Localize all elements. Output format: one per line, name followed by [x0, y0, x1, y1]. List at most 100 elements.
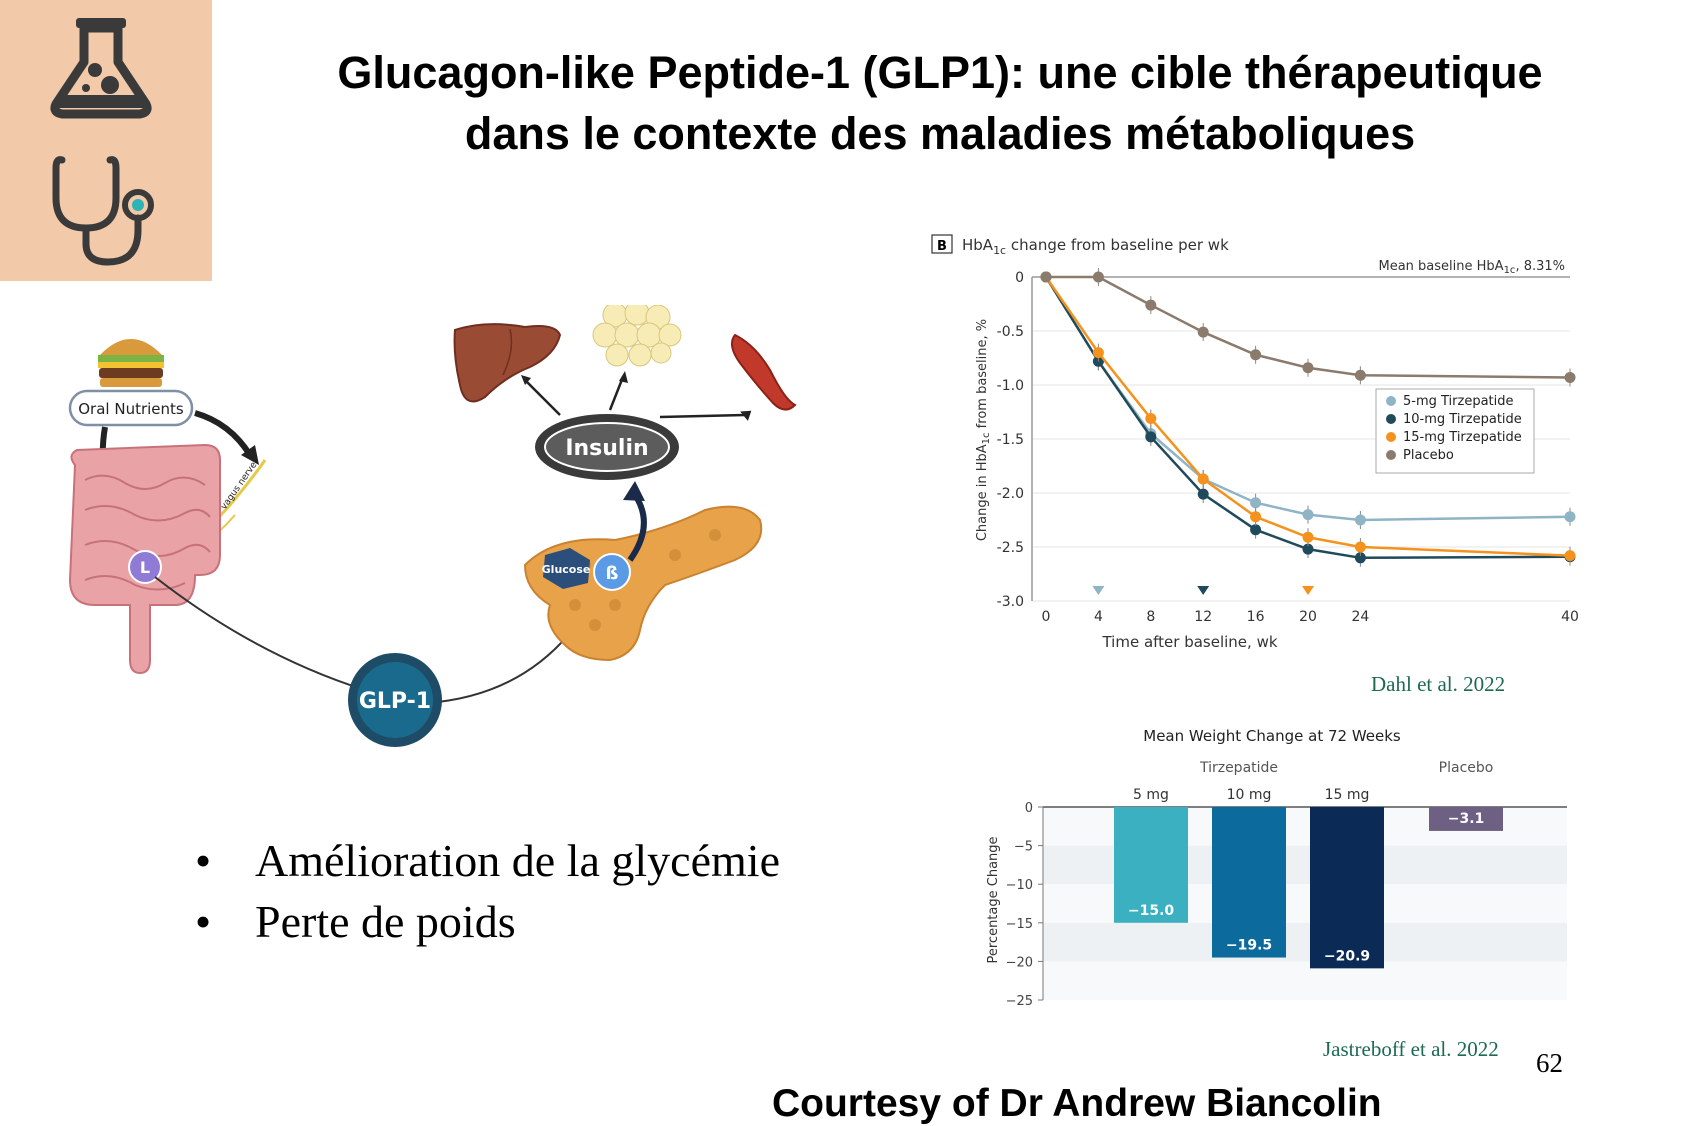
data-point — [1354, 541, 1366, 553]
y-tick-label: -2.0 — [997, 486, 1024, 502]
bar — [1429, 807, 1503, 831]
citation-dahl: Dahl et al. 2022 — [1371, 672, 1506, 696]
x-tick-label: 40 — [1561, 609, 1579, 625]
svg-text:Insulin: Insulin — [565, 436, 648, 461]
series-line — [1044, 276, 1571, 560]
data-point — [1040, 271, 1052, 283]
hba1c-line-chart: B HbA1c change from baseline per wk Mean… — [930, 225, 1580, 660]
y-tick-label: -3.0 — [997, 594, 1024, 610]
data-point — [1354, 552, 1366, 564]
glucose-molecule: Glucose — [542, 548, 591, 589]
svg-text:vagus nerve: vagus nerve — [219, 460, 259, 512]
data-point — [1354, 514, 1366, 526]
group-label-placebo: Placebo — [1439, 760, 1494, 776]
stethoscope-icon — [52, 156, 154, 266]
data-point — [1092, 271, 1104, 283]
data-point — [1564, 550, 1576, 562]
series-line — [1046, 275, 1571, 379]
burger-icon — [98, 339, 164, 387]
legend-swatch — [1386, 432, 1396, 442]
x-tick-label: 4 — [1094, 609, 1103, 625]
legend-label: 15-mg Tirzepatide — [1403, 430, 1522, 445]
weight-bar-chart: Mean Weight Change at 72 Weeks Tirzepati… — [975, 715, 1575, 1020]
data-point — [1250, 497, 1262, 509]
oral-nutrients-label: Oral Nutrients — [68, 389, 194, 427]
glp1-mechanism-diagram: Oral Nutrients vagus nerve L — [55, 300, 815, 770]
x-tick-label: 24 — [1351, 609, 1369, 625]
y-tick-label: 0 — [1025, 801, 1033, 816]
data-point — [1197, 488, 1209, 500]
page-number: 62 — [1536, 1048, 1563, 1078]
bar — [1310, 807, 1384, 969]
y-tick-label: -0.5 — [997, 324, 1024, 340]
legend-label: 10-mg Tirzepatide — [1403, 412, 1522, 427]
bar-value-label: −15.0 — [1128, 903, 1175, 919]
legend-swatch — [1386, 414, 1396, 424]
y-tick-label: -2.5 — [997, 540, 1024, 556]
bullet-item: • Amélioration de la glycémie — [195, 835, 780, 886]
y-tick-label: 0 — [1015, 270, 1024, 286]
x-tick-label: 12 — [1194, 609, 1212, 625]
title-line-1: Glucagon-like Peptide-1 (GLP1): une cibl… — [337, 47, 1543, 98]
y-tick-label: −25 — [1006, 994, 1033, 1009]
bar-value-label: −20.9 — [1324, 948, 1370, 964]
data-point — [1145, 299, 1157, 311]
corner-icon-panel — [0, 0, 212, 281]
dose-marker — [1197, 586, 1210, 595]
data-point — [1564, 511, 1576, 523]
data-point — [1250, 524, 1262, 536]
citation-jastreboff: Jastreboff et al. 2022 — [1323, 1037, 1499, 1061]
category-label: 10 mg — [1227, 787, 1272, 803]
courtesy-credit: Courtesy of Dr Andrew Biancolin — [772, 1082, 1382, 1125]
y-tick-label: −20 — [1006, 955, 1033, 970]
x-tick-label: 16 — [1247, 609, 1265, 625]
data-point — [1197, 473, 1209, 485]
y-tick-label: −15 — [1006, 917, 1033, 932]
y-tick-label: -1.5 — [997, 432, 1024, 448]
chart-title: HbA1c change from baseline per wk — [962, 236, 1229, 257]
panel-label: B — [937, 239, 947, 254]
chart-title: Mean Weight Change at 72 Weeks — [1143, 727, 1401, 745]
data-point — [1197, 326, 1209, 338]
pancreas-image — [523, 505, 763, 662]
svg-text:Oral Nutrients: Oral Nutrients — [78, 400, 184, 418]
y-tick-label: -1.0 — [997, 378, 1024, 394]
bar — [1212, 807, 1286, 958]
chart-legend: 5-mg Tirzepatide 10-mg Tirzepatide 15-mg T… — [1375, 388, 1535, 474]
data-point — [1302, 531, 1314, 543]
bar-value-label: −19.5 — [1226, 938, 1272, 954]
dose-marker — [1302, 586, 1314, 595]
data-point — [1302, 509, 1314, 521]
svg-text:ß: ß — [606, 563, 619, 584]
series-line — [1044, 276, 1571, 557]
data-point — [1302, 362, 1314, 374]
bar-value-label: −3.1 — [1448, 811, 1485, 827]
y-axis-label: Percentage Change — [986, 836, 1001, 963]
legend-swatch — [1386, 450, 1396, 460]
legend-label: 5-mg Tirzepatide — [1403, 394, 1514, 409]
x-tick-label: 20 — [1299, 609, 1317, 625]
title-line-2: dans le contexte des maladies métaboliqu… — [464, 108, 1416, 159]
legend-swatch — [1386, 396, 1396, 406]
data-point — [1145, 431, 1157, 443]
y-axis-label: Change in HbA1c from baseline, % — [975, 319, 992, 541]
legend-label: Placebo — [1403, 448, 1454, 463]
x-axis-label: Time after baseline, wk — [1101, 633, 1277, 651]
insulin-node: Insulin — [535, 414, 679, 480]
data-point — [1354, 369, 1366, 381]
bullet-item: • Perte de poids — [195, 896, 516, 947]
baseline-note: Mean baseline HbA1c, 8.31% — [1379, 259, 1566, 276]
data-point — [1092, 347, 1104, 359]
muscle-image — [730, 333, 797, 411]
category-label: 5 mg — [1133, 787, 1169, 803]
svg-text:GLP-1: GLP-1 — [359, 689, 431, 714]
page-title: Glucagon-like Peptide-1 (GLP1): une cibl… — [230, 42, 1650, 164]
flask-icon — [50, 18, 152, 119]
l-cell: L — [128, 550, 162, 584]
x-tick-label: 0 — [1042, 609, 1051, 625]
svg-text:Glucose: Glucose — [542, 563, 591, 576]
dose-marker — [1092, 586, 1105, 595]
category-label: 15 mg — [1325, 787, 1370, 803]
bullet-list: • Amélioration de la glycémie • Perte de p… — [195, 830, 780, 952]
bar — [1114, 807, 1188, 923]
